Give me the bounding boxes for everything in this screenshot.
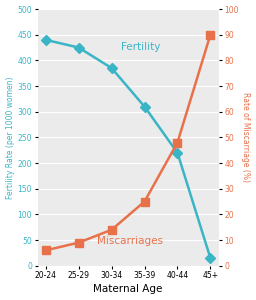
Y-axis label: Fertility Rate (per 1000 women): Fertility Rate (per 1000 women) [6,76,15,199]
Text: Fertility: Fertility [122,42,161,52]
Y-axis label: Rate of Miscarriage (%): Rate of Miscarriage (%) [241,92,250,182]
X-axis label: Maternal Age: Maternal Age [93,284,163,294]
Text: Miscarriages: Miscarriages [97,236,163,246]
